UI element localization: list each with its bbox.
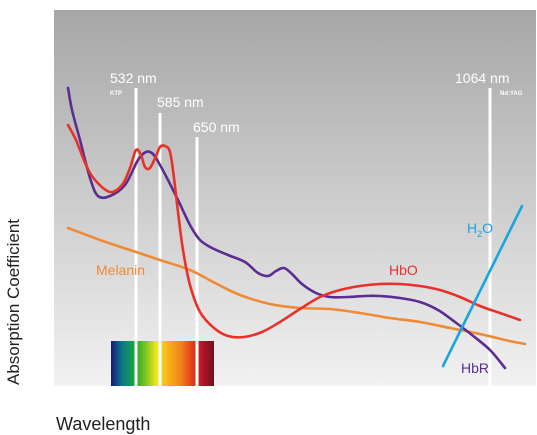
laser-label: 585 nm (157, 94, 204, 110)
laser-lines: 532 nm KTP 585 nm 650 nm 1064 nm Nd:YAG (110, 70, 523, 386)
visible-spectrum-bar (111, 341, 214, 386)
y-axis-label-box: Absorption Coefficient (4, 219, 23, 385)
laser-label: 650 nm (193, 119, 240, 135)
series-line-hbr (66, 86, 507, 370)
laser-sublabel: KTP (110, 91, 122, 97)
series-label: Melanin (96, 262, 145, 278)
x-axis-label: Wavelength (56, 414, 151, 434)
series-line-h2o (441, 204, 524, 368)
laser-label: 1064 nm (455, 70, 509, 86)
series-label: HbO (389, 262, 418, 278)
series-labels: Melanin HbO HbR H2O (96, 220, 493, 376)
laser-sublabel: Nd:YAG (500, 91, 523, 97)
laser-label: 532 nm (110, 70, 157, 86)
series-line-hbo (66, 123, 522, 339)
series-label: HbR (461, 360, 489, 376)
y-axis-label: Absorption Coefficient (4, 219, 23, 385)
series-lines (66, 86, 527, 370)
series-label: H2O (467, 220, 493, 239)
